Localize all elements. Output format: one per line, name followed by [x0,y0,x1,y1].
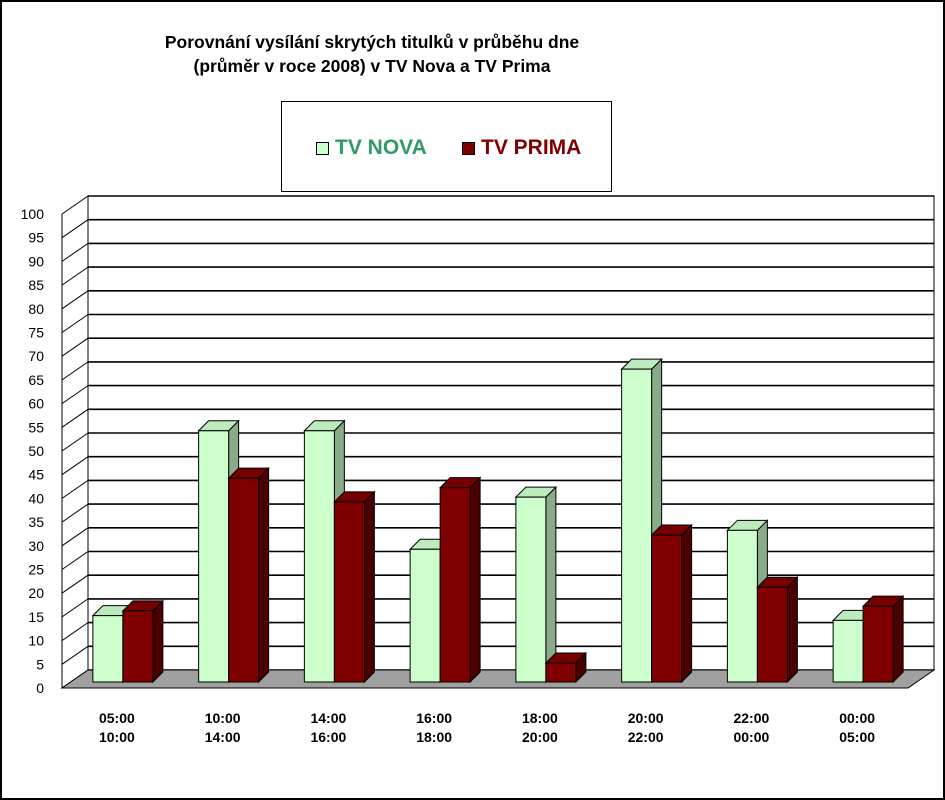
gridline-depth [61,622,89,642]
y-tick-label: 25 [28,562,44,578]
y-tick-label: 90 [28,253,44,269]
bar-tv-prima-6 [756,586,788,683]
bar-tv-nova-5 [621,368,653,683]
x-tick-label: 14:00 [310,710,346,726]
y-tick-label: 70 [28,348,44,364]
legend-item-tv-prima: TV PRIMA [462,136,581,160]
bar-tv-prima-0 [122,610,154,683]
bar-tv-prima-5-side [681,523,693,684]
gridline-depth [61,361,89,381]
y-tick-label: 15 [28,609,44,625]
x-tick-label: 10:00 [205,710,241,726]
x-tick-label: 18:00 [416,729,452,745]
floor [60,669,936,689]
bar-tv-prima-6-side [786,575,798,684]
y-tick-label: 65 [28,372,44,388]
y-tick-label: 80 [28,301,44,317]
gridline-depth [61,574,89,594]
bar-tv-prima-7 [862,605,894,683]
bar-tv-nova-6 [726,529,758,683]
bar-tv-prima-2-side [363,490,375,684]
chart-title-line-1: Porovnání vysílání skrytých titulků v pr… [164,32,580,52]
legend-swatch-tv-prima [462,141,475,155]
chart-title-line-2: (průměr v roce 2008) v TV Nova a TV Prim… [193,56,551,76]
bar-tv-prima-1-side [258,466,270,684]
legend: TV NOVA TV PRIMA [281,101,612,192]
legend-label-tv-prima: TV PRIMA [481,136,582,159]
y-tick-label: 5 [36,656,44,672]
gridline-depth [61,432,89,452]
bar-tv-nova-0 [92,615,124,683]
x-tick-label: 14:00 [205,729,241,745]
y-tick-label: 35 [28,514,44,530]
chart-title: Porovnání vysílání skrytých titulků v pr… [62,30,682,78]
bar-tv-nova-2 [303,430,335,683]
gridline-depth [61,598,89,618]
bar-tv-prima-7-side [892,594,904,684]
x-tick-label: 22:00 [628,729,664,745]
gridline-depth [61,314,89,333]
y-tick-label: 95 [28,230,44,246]
bar-tv-nova-3 [409,548,441,683]
x-tick-label: 05:00 [839,729,875,745]
y-tick-label: 60 [28,396,44,412]
gridline-depth [61,527,89,547]
gridline-depth [61,290,89,310]
gridline-depth [61,645,89,665]
bar-tv-prima-3-side [469,476,481,684]
bar-tv-prima-1 [228,477,260,683]
y-tick-label: 45 [28,467,44,483]
y-tick-label: 100 [21,206,45,222]
gridline-depth [61,479,89,499]
gridline-depth [61,266,89,286]
gridline-depth [61,408,89,428]
bar-tv-nova-4 [515,496,547,683]
y-tick-label: 55 [28,419,44,435]
legend-label-tv-nova: TV NOVA [335,136,427,159]
x-tick-label: 10:00 [99,729,135,745]
x-tick-label: 05:00 [99,710,135,726]
y-tick-label: 40 [28,490,44,506]
bar-tv-prima-2 [333,501,365,683]
y-tick-label: 75 [28,325,44,341]
y-tick-label: 0 [36,680,44,696]
x-tick-label: 00:00 [733,729,769,745]
x-tick-label: 20:00 [522,729,558,745]
gridline-depth [61,242,89,262]
y-tick-label: 50 [28,443,44,459]
y-tick-label: 30 [28,538,44,554]
bar-tv-prima-4 [545,662,577,683]
gridline-depth [61,219,89,239]
x-tick-label: 00:00 [839,710,875,726]
x-tick-label: 18:00 [522,710,558,726]
gridline-depth [61,551,89,570]
y-tick-label: 10 [28,633,44,649]
legend-item-tv-nova: TV NOVA [316,136,427,160]
bar-tv-prima-5 [651,534,683,683]
bar-tv-nova-7 [832,619,864,683]
x-tick-label: 20:00 [628,710,664,726]
bar-tv-nova-4-side [545,485,557,684]
gridline-depth [61,456,89,476]
y-tick-label: 85 [28,277,44,293]
gridline-depth [61,385,89,405]
x-tick-label: 22:00 [733,710,769,726]
bar-tv-prima-0-side [152,599,164,684]
x-tick-label: 16:00 [416,710,452,726]
bar-tv-nova-1 [198,430,230,683]
x-tick-label: 16:00 [310,729,346,745]
bar-tv-prima-3 [439,487,471,683]
gridline-depth [61,503,89,523]
gridline-depth [61,337,89,357]
y-tick-label: 20 [28,585,44,601]
gridline-depth [61,195,89,215]
legend-swatch-tv-nova [316,141,329,155]
